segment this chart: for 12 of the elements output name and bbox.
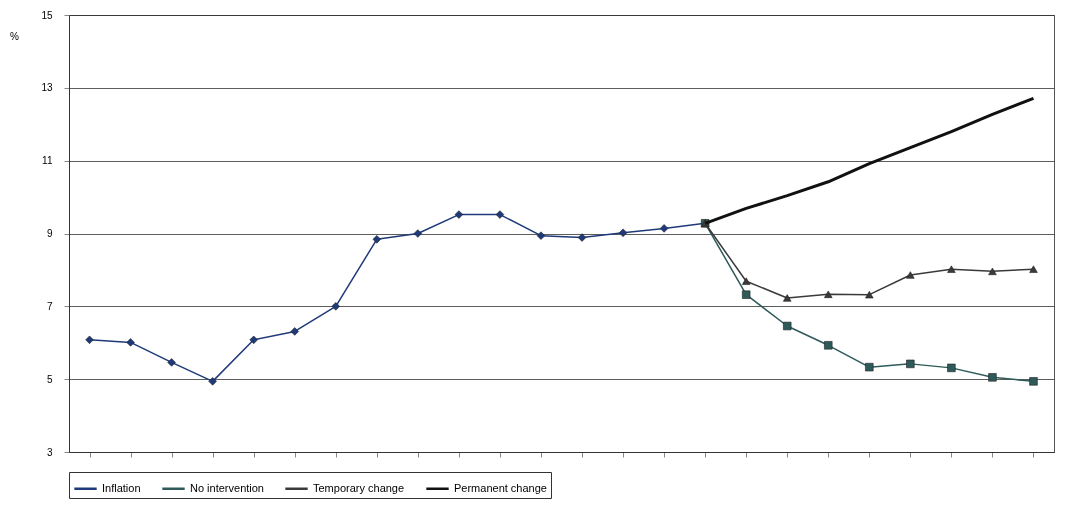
y-tick-label: 3 <box>46 446 53 458</box>
y-axis-title: % <box>10 31 20 42</box>
y-tick-label: 5 <box>46 373 53 385</box>
y-tick-label: 15 <box>41 9 53 21</box>
legend-label: Inflation <box>102 481 141 494</box>
y-tick-label: 13 <box>41 82 53 94</box>
legend-label: Permanent change <box>454 481 547 494</box>
y-tick-label: 11 <box>42 155 53 167</box>
y-tick-label: 7 <box>46 300 53 312</box>
legend-label: Temporary change <box>313 481 405 494</box>
y-tick-label: 9 <box>46 228 53 239</box>
legend-label: No intervention <box>190 481 264 494</box>
